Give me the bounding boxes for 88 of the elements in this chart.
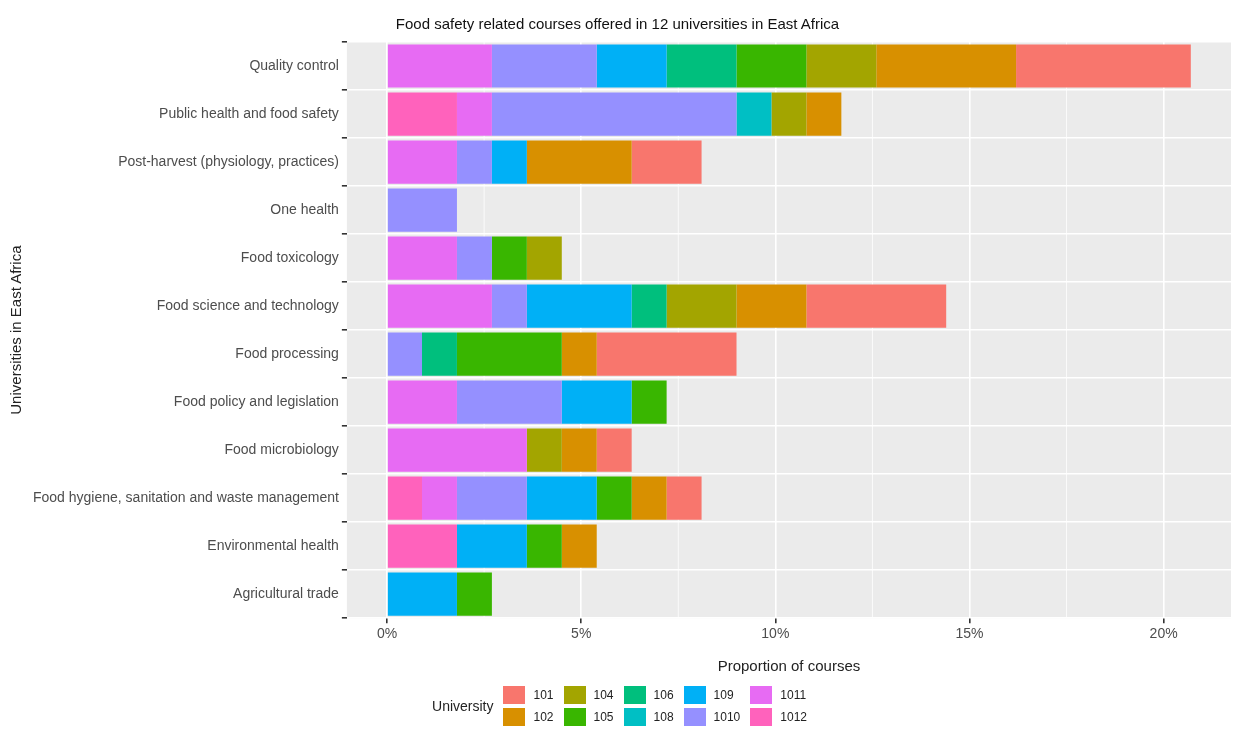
bar <box>456 476 527 520</box>
y-tick-label: Agricultural trade <box>233 585 340 602</box>
bar <box>631 380 667 424</box>
bar <box>526 284 632 328</box>
bar <box>491 92 737 136</box>
bar <box>596 44 667 88</box>
legend-label: 102 <box>533 710 554 724</box>
legend-title: University <box>432 698 494 714</box>
legend-label: 106 <box>653 688 674 702</box>
bar <box>456 236 492 280</box>
y-tick-label: Food science and technology <box>156 296 339 313</box>
bar <box>561 524 597 568</box>
legend-label: 108 <box>653 710 674 724</box>
bar <box>526 428 562 472</box>
y-tick-label: Food hygiene, sanitation and waste management <box>32 489 339 506</box>
bar <box>456 332 562 376</box>
bar <box>387 44 492 88</box>
bar <box>631 476 667 520</box>
bar <box>387 332 422 376</box>
bar <box>806 44 877 88</box>
legend-label: 1010 <box>713 710 741 724</box>
bar <box>596 476 632 520</box>
bar <box>456 380 562 424</box>
bar <box>631 140 702 184</box>
bar <box>387 428 527 472</box>
legend-label: 104 <box>593 688 614 702</box>
bar <box>387 92 457 136</box>
bar <box>526 476 597 520</box>
bar <box>422 332 457 376</box>
bar <box>736 92 772 136</box>
bar <box>876 44 1017 88</box>
y-axis-title: Universities in East Africa <box>7 244 25 415</box>
bar <box>1016 44 1191 88</box>
legend-label: 105 <box>593 710 614 724</box>
bar <box>491 284 527 328</box>
bar <box>526 236 562 280</box>
bar <box>526 140 632 184</box>
bar <box>387 476 422 520</box>
bar <box>422 476 457 520</box>
bar <box>666 284 737 328</box>
x-axis-title: Proportion of courses <box>717 657 861 675</box>
bar <box>736 44 807 88</box>
bar <box>456 140 492 184</box>
x-tick-label: 0% <box>376 625 398 642</box>
bar <box>491 236 527 280</box>
bar <box>561 428 597 472</box>
bar <box>806 92 842 136</box>
bar <box>666 476 702 520</box>
bar <box>387 140 457 184</box>
bar <box>387 572 457 616</box>
bar <box>806 284 947 328</box>
y-tick-label: Quality control <box>249 56 339 73</box>
bar <box>561 332 597 376</box>
bar <box>491 140 527 184</box>
bar <box>456 572 492 616</box>
bar <box>387 284 492 328</box>
x-tick-label: 10% <box>761 625 790 642</box>
bar <box>631 284 667 328</box>
x-tick-label: 20% <box>1149 625 1178 642</box>
legend-label: 1012 <box>780 710 807 724</box>
bar <box>736 284 807 328</box>
bar <box>387 524 457 568</box>
bar <box>666 44 737 88</box>
x-tick-label: 5% <box>571 625 592 642</box>
bar <box>561 380 632 424</box>
chart-title: Food safety related courses offered in 12 universities in East Africa <box>395 15 840 33</box>
bar <box>387 188 457 232</box>
y-tick-label: Food policy and legislation <box>173 392 339 409</box>
y-tick-label: Public health and food safety <box>159 104 339 121</box>
y-tick-label: One health <box>270 200 339 217</box>
bar <box>387 380 457 424</box>
y-tick-label: Food microbiology <box>224 441 339 457</box>
y-tick-label: Food toxicology <box>240 248 339 265</box>
y-tick-label: Post-harvest (physiology, practices) <box>118 152 339 169</box>
bar <box>596 428 632 472</box>
y-tick-label: Food processing <box>235 344 339 361</box>
legend-label: 101 <box>533 688 554 702</box>
bar <box>456 524 527 568</box>
legend-label: 1011 <box>780 688 807 702</box>
bar <box>526 524 562 568</box>
legend-label: 109 <box>713 688 734 702</box>
x-tick-label: 15% <box>955 625 984 642</box>
bar <box>596 332 737 376</box>
y-tick-label: Environmental health <box>207 537 339 554</box>
bar <box>491 44 597 88</box>
bar <box>771 92 807 136</box>
bar <box>456 92 492 136</box>
bar <box>387 236 457 280</box>
